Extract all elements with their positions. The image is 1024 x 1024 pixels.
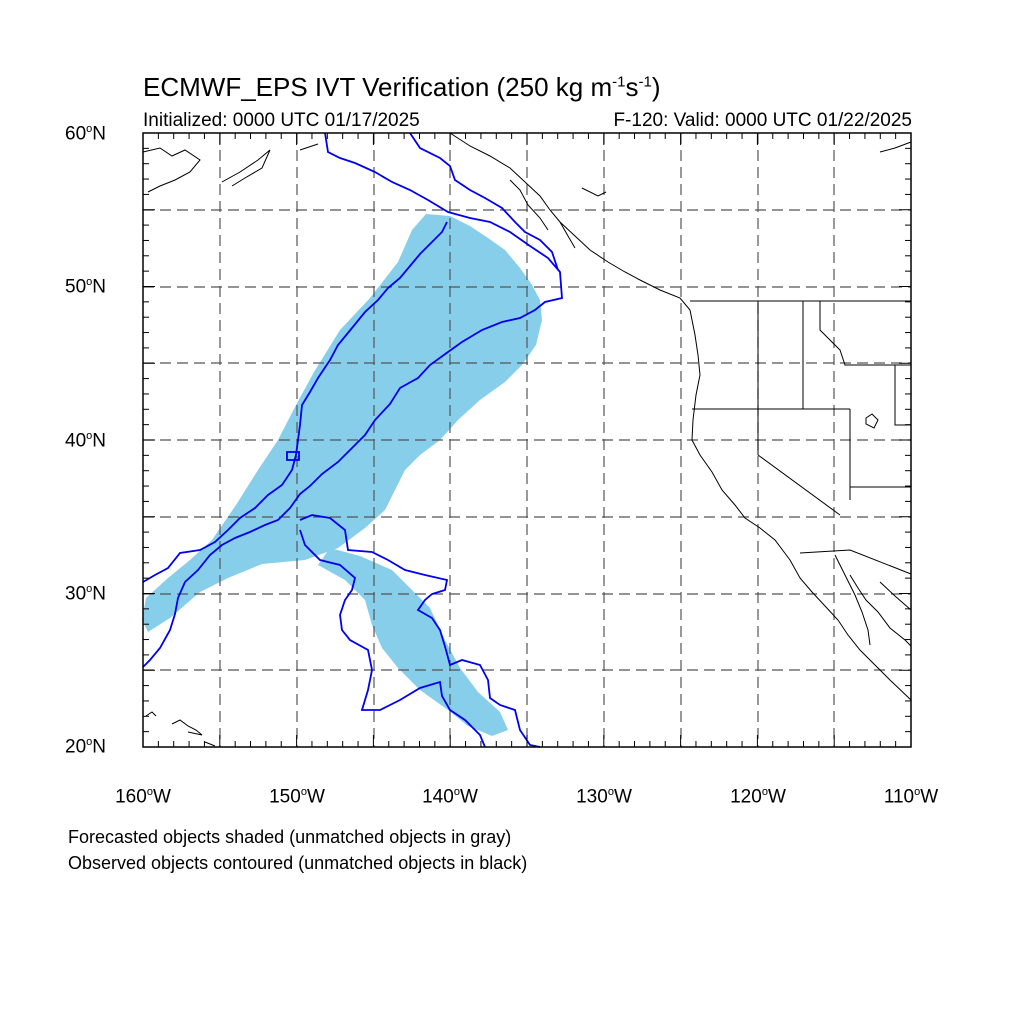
- lon-label-150w: 150oW: [269, 786, 325, 808]
- forecast-object-main-plume: [142, 214, 542, 632]
- forecast-objects: [142, 214, 542, 736]
- observed-contour-south: [299, 514, 541, 748]
- lat-label-50n: 50oN: [65, 276, 106, 298]
- bc-coast: [449, 132, 691, 311]
- init-time-label: Initialized: 0000 UTC 01/17/2025: [143, 110, 420, 131]
- lon-label-130w: 130oW: [576, 786, 632, 808]
- alaska-coast: [142, 143, 319, 193]
- gridlines: [143, 133, 911, 747]
- valid-time-label: F-120: Valid: 0000 UTC 01/22/2025: [613, 110, 912, 131]
- chart-title: ECMWF_EPS IVT Verification (250 kg m-1s-…: [143, 72, 661, 102]
- legend-note-observed: Observed objects contoured (unmatched ob…: [68, 853, 528, 873]
- lat-label-30n: 30oN: [65, 583, 106, 605]
- forecast-object-southern-branch: [318, 548, 508, 736]
- observed-contour-outer: [142, 132, 563, 668]
- state-borders: [690, 300, 912, 575]
- mainland-mexico-coast: [879, 581, 912, 611]
- bc-islands: [509, 141, 912, 249]
- hawaii-islands: [145, 711, 216, 747]
- observed-small-box: [286, 451, 300, 461]
- lat-label-40n: 40oN: [65, 430, 106, 452]
- lake-outline: [865, 413, 879, 429]
- lon-label-160w: 160oW: [115, 786, 171, 808]
- us-west-coast: [689, 309, 912, 701]
- observed-objects: [142, 132, 563, 748]
- observed-contour-inner: [142, 132, 559, 583]
- lon-label-110w: 110oW: [883, 786, 939, 808]
- coastlines: [142, 132, 912, 747]
- lat-label-20n: 20oN: [65, 736, 106, 758]
- lat-label-60n: 60oN: [65, 123, 106, 145]
- lon-label-140w: 140oW: [422, 786, 478, 808]
- legend-note-forecast: Forecasted objects shaded (unmatched obj…: [68, 827, 512, 847]
- lon-label-120w: 120oW: [730, 786, 786, 808]
- map-frame: [142, 132, 912, 748]
